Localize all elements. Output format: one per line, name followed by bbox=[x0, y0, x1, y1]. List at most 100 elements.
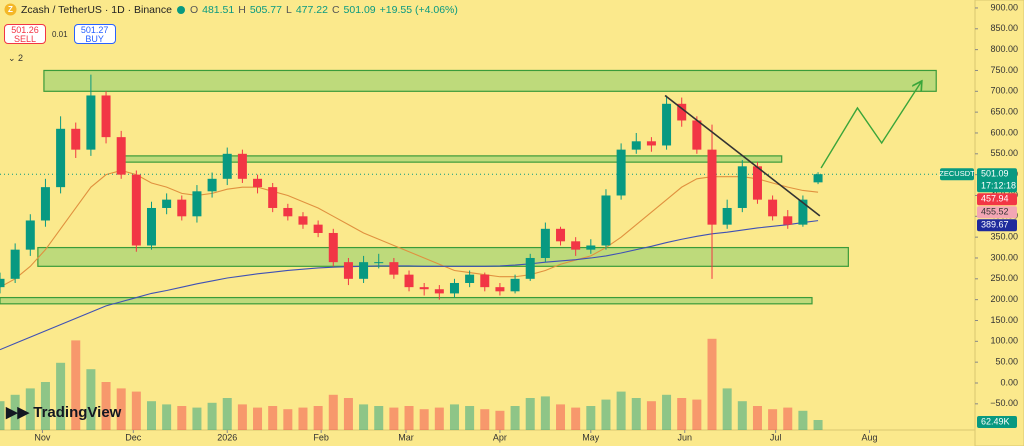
buy-button[interactable]: 501.27 BUY bbox=[73, 24, 116, 44]
candle-body bbox=[313, 224, 323, 233]
volume-bar bbox=[40, 382, 50, 430]
volume-bar bbox=[540, 396, 550, 430]
projection-path bbox=[820, 82, 921, 169]
y-tick-label: 800.00 bbox=[990, 44, 1018, 54]
volume-bar bbox=[465, 406, 475, 430]
volume-bar bbox=[359, 404, 369, 430]
change: +19.55 (+4.06%) bbox=[379, 3, 458, 16]
candle-body bbox=[283, 207, 293, 217]
y-tick-label: 0.00 bbox=[1000, 377, 1018, 387]
candle-body bbox=[571, 241, 581, 250]
x-tick-label: Jul bbox=[770, 432, 782, 442]
volume-bar bbox=[631, 398, 641, 430]
candle-body bbox=[646, 141, 656, 146]
y-tick-label: 100.00 bbox=[990, 336, 1018, 346]
volume-bar bbox=[162, 404, 172, 430]
x-tick-label: May bbox=[582, 432, 600, 442]
volume-bar bbox=[343, 398, 353, 430]
price-zone bbox=[37, 246, 849, 267]
x-tick-label: Feb bbox=[313, 432, 329, 442]
svg-text:Z: Z bbox=[8, 5, 13, 14]
candle-body bbox=[56, 128, 66, 188]
y-tick-label: 900.00 bbox=[990, 2, 1018, 12]
candle-body bbox=[813, 174, 823, 183]
volume-bar bbox=[0, 401, 5, 430]
sell-label: SELL bbox=[13, 34, 37, 44]
status-dot bbox=[176, 5, 185, 14]
volume-bar bbox=[616, 391, 626, 430]
price-label-time: 17:12:18 bbox=[981, 181, 1016, 191]
x-tick-label: 2026 bbox=[217, 432, 237, 442]
logo-text: TradingView bbox=[33, 404, 122, 421]
volume-bar bbox=[71, 340, 81, 430]
volume-bar bbox=[692, 399, 702, 430]
candle-body bbox=[40, 187, 50, 221]
volume-bar bbox=[56, 362, 66, 430]
ohlc-value: 481.51 bbox=[202, 3, 235, 16]
indicator-count: 2 bbox=[18, 53, 24, 63]
volume-bar bbox=[646, 401, 656, 430]
candle-body bbox=[131, 174, 141, 246]
ohlc-value: 501.09 bbox=[343, 3, 376, 16]
price-label: 389.67 bbox=[981, 220, 1009, 230]
candle-body bbox=[237, 153, 247, 179]
volume-bar bbox=[101, 382, 111, 430]
candle-body bbox=[662, 103, 672, 146]
buy-label: BUY bbox=[85, 34, 104, 44]
candle-body bbox=[374, 262, 384, 264]
candle-body bbox=[71, 128, 81, 150]
candle-body bbox=[495, 287, 505, 292]
ohlc-letter: L bbox=[285, 3, 292, 16]
candle-body bbox=[677, 103, 687, 121]
candle-body bbox=[601, 195, 611, 246]
volume-bar bbox=[10, 394, 20, 430]
candle-body bbox=[783, 216, 793, 225]
price-zone bbox=[43, 69, 937, 92]
y-tick-label: 550.00 bbox=[990, 148, 1018, 158]
sell-button[interactable]: 501.26 SELL bbox=[4, 24, 46, 44]
x-tick-label: Aug bbox=[862, 432, 878, 442]
x-tick-label: Jun bbox=[677, 432, 692, 442]
candle-body bbox=[480, 274, 490, 288]
candle-body bbox=[510, 278, 520, 292]
buy-price: 501.27 bbox=[80, 25, 109, 35]
candle-body bbox=[752, 166, 762, 200]
candle-body bbox=[722, 207, 732, 225]
volume-bar bbox=[722, 388, 732, 430]
volume-bar bbox=[374, 406, 384, 430]
candle-body bbox=[389, 262, 399, 275]
candle-body bbox=[25, 220, 35, 250]
candle-body bbox=[798, 199, 808, 225]
symbol: Zcash / TetherUS · 1D · Binance bbox=[21, 3, 172, 16]
y-tick-label: 250.00 bbox=[990, 273, 1018, 283]
candle-body bbox=[404, 274, 414, 288]
volume-label-box bbox=[977, 416, 1017, 428]
indicators-toggle[interactable]: ⌄ 2 bbox=[8, 53, 24, 63]
candle-body bbox=[737, 166, 747, 208]
candle-body bbox=[586, 245, 596, 250]
candle-body bbox=[419, 287, 429, 290]
volume-bar bbox=[222, 398, 232, 430]
y-tick-label: 600.00 bbox=[990, 127, 1018, 137]
volume-bar bbox=[389, 407, 399, 430]
y-tick-label: 200.00 bbox=[990, 294, 1018, 304]
volume-bar bbox=[86, 369, 96, 430]
candle-body bbox=[631, 141, 641, 150]
volume-bar bbox=[253, 407, 263, 430]
volume-label: 62.49K bbox=[981, 416, 1010, 426]
candle-body bbox=[359, 262, 369, 279]
candle-body bbox=[253, 178, 263, 188]
candle-body bbox=[298, 216, 308, 225]
symbol-tag: ZECUSDT bbox=[939, 169, 975, 178]
price-label-box bbox=[977, 193, 1017, 206]
price-label: 455.52 bbox=[981, 207, 1009, 217]
candle-body bbox=[556, 228, 566, 242]
volume-bar bbox=[525, 398, 535, 430]
volume-bar bbox=[313, 406, 323, 430]
ohlc-value: 477.22 bbox=[295, 3, 328, 16]
ohlc-value: 505.77 bbox=[249, 3, 282, 16]
candle-body bbox=[434, 289, 444, 294]
candle-body bbox=[616, 149, 626, 196]
volume-bar bbox=[752, 406, 762, 430]
moving-average bbox=[0, 169, 819, 288]
